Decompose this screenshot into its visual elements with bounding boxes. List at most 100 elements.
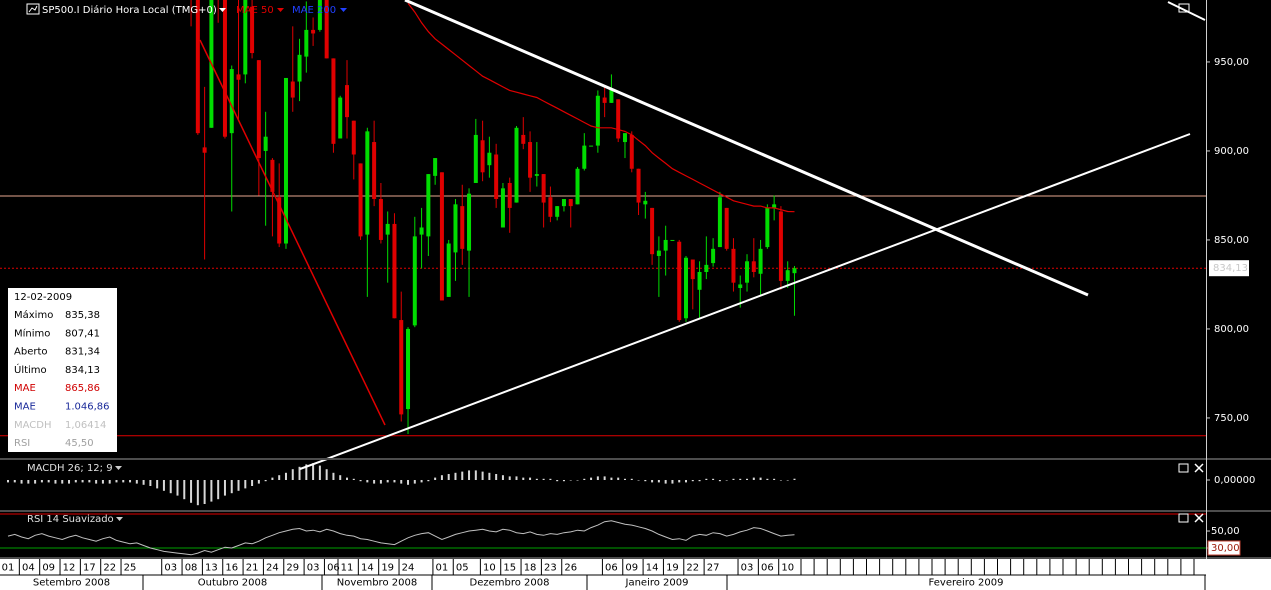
histogram-bar — [427, 480, 430, 482]
candle-body — [222, 0, 227, 137]
histogram-bar — [752, 477, 755, 480]
candle-body — [656, 250, 661, 256]
dropdown[interactable] — [277, 8, 284, 12]
x-tick-label: 26 — [564, 563, 577, 574]
histogram-bar — [603, 476, 606, 480]
candle-body — [521, 134, 526, 144]
histogram-bar — [759, 477, 762, 480]
candle-body — [745, 261, 750, 283]
candle-body — [236, 74, 241, 80]
info-value: 45,50 — [65, 438, 94, 449]
x-tick-label: 01 — [436, 563, 449, 574]
close-button[interactable] — [1194, 513, 1204, 523]
chart-title: SP500.I Diário Hora Local (TMG+0) — [42, 4, 217, 16]
histogram-bar — [74, 480, 77, 483]
histogram-bar — [325, 469, 328, 480]
dropdown[interactable] — [219, 8, 226, 12]
legend-entry[interactable]: MAE 50 — [236, 5, 274, 16]
candle-body — [677, 241, 682, 321]
x-tick-label: 06 — [761, 563, 774, 574]
candle-body — [439, 172, 444, 301]
histogram-bar — [623, 478, 626, 480]
moving-average-line — [407, 2, 795, 213]
info-label: Máximo — [14, 309, 53, 321]
candle-body — [684, 257, 688, 319]
candle-body — [277, 197, 282, 244]
histogram-bar — [305, 464, 308, 480]
histogram-bar — [183, 480, 186, 500]
legend-entry[interactable]: MAE 200 — [292, 5, 336, 16]
maximize-button[interactable] — [1178, 3, 1190, 13]
candle-body — [561, 199, 566, 207]
x-tick-label: 14 — [361, 563, 374, 574]
maximize-button[interactable] — [1178, 463, 1189, 473]
y-tick-label: 0,00000 — [1214, 475, 1255, 486]
month-label: Setembro 2008 — [33, 578, 110, 589]
histogram-bar — [413, 480, 416, 484]
histogram-bar — [61, 480, 64, 484]
trend-lines — [199, 0, 1206, 458]
candle-body — [514, 127, 519, 203]
y-tick-label: 900,00 — [1214, 146, 1249, 157]
histogram-bar — [657, 480, 660, 483]
histogram-bar — [773, 478, 776, 480]
histogram-bar — [264, 480, 267, 482]
candle-body — [399, 320, 404, 415]
histogram-bar — [583, 478, 586, 480]
candle-body — [568, 199, 573, 207]
info-label: Último — [14, 363, 47, 376]
trend-line — [1167, 1, 1206, 21]
histogram-bar — [786, 480, 789, 481]
candle-body — [616, 99, 621, 139]
chart-icon — [28, 5, 38, 13]
x-tick-label: 03 — [164, 563, 177, 574]
x-tick-label: 19 — [381, 563, 394, 574]
candle-body — [575, 168, 580, 205]
x-tick-label: 23 — [544, 563, 557, 574]
candle-body — [256, 60, 261, 159]
candle-body — [636, 168, 641, 203]
candle-body — [738, 284, 743, 289]
histogram-bar — [481, 471, 484, 480]
price-panel — [0, 0, 1206, 437]
candle-body — [602, 97, 607, 103]
candle-body — [555, 206, 560, 217]
close-button[interactable] — [1194, 463, 1204, 473]
histogram-bar — [400, 480, 403, 484]
histogram-bar — [162, 480, 165, 491]
trend-line — [326, 133, 1191, 458]
info-value: 1,06414 — [65, 420, 106, 431]
dropdown[interactable] — [115, 466, 122, 470]
trend-line — [299, 460, 328, 470]
month-label: Janeiro 2009 — [625, 578, 689, 589]
dropdown[interactable] — [116, 517, 123, 521]
histogram-bar — [332, 472, 335, 480]
x-tick-label: 19 — [666, 563, 679, 574]
info-panel — [8, 288, 117, 452]
maximize-button[interactable] — [1178, 513, 1189, 523]
histogram-bar — [352, 478, 355, 480]
month-label: Dezembro 2008 — [470, 578, 550, 589]
candle-body — [697, 271, 702, 290]
x-tick-label: 06 — [327, 563, 340, 574]
x-tick-label: 14 — [646, 563, 659, 574]
x-tick-label: 01 — [2, 563, 15, 574]
histogram-bar — [284, 472, 287, 480]
histogram-bar — [101, 480, 104, 484]
histogram-bar — [698, 480, 701, 482]
candle-body — [717, 197, 722, 248]
x-tick-label: 09 — [42, 563, 55, 574]
histogram-bar — [95, 480, 98, 484]
info-value: 1.046,86 — [65, 402, 110, 413]
histogram-bar — [312, 463, 315, 480]
histogram-bar — [562, 480, 565, 482]
x-tick-label: 25 — [124, 563, 137, 574]
candle-body — [243, 0, 248, 75]
dropdown[interactable] — [340, 8, 347, 12]
candle-body — [765, 207, 770, 248]
y-tick-label: 750,00 — [1214, 413, 1249, 424]
candle-body — [406, 328, 411, 410]
histogram-bar — [359, 480, 362, 482]
x-tick-label: 03 — [307, 563, 320, 574]
